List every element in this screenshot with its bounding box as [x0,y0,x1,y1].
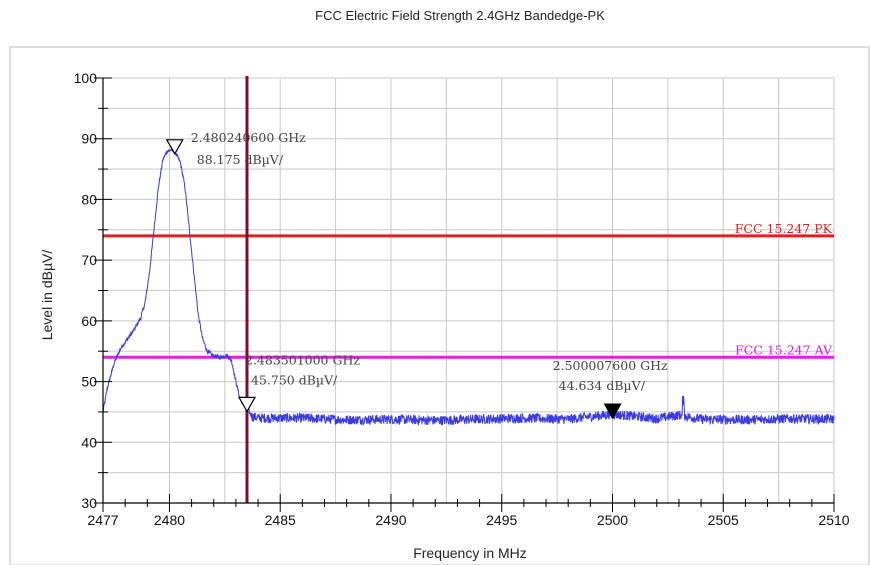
x-tick-label: 2477 [87,512,118,528]
x-tick-label: 2480 [154,512,185,528]
series-line [102,147,835,427]
x-tick-label: 2490 [375,512,406,528]
y-tick-label: 30 [81,495,97,511]
limit-label: FCC 15.247 AV [735,342,833,357]
marker-triangle [603,403,622,420]
y-tick-label: 60 [81,313,97,329]
marker-level-label: 88.175 dBµV/ [197,152,284,167]
y-tick-label: 80 [81,191,97,207]
x-tick-label: 2510 [818,512,849,528]
y-axis-label: Level in dBµV/ [39,250,55,341]
y-tick-label: 70 [81,252,97,268]
marker-frequency-label: 2.480240600 GHz [191,130,306,145]
x-tick-label: 2495 [486,512,517,528]
markers: 2.480240600 GHz 88.175 dBµV/2.483501000 G… [165,130,668,420]
marker-level-label: 45.750 dBµV/ [251,372,338,387]
marker-triangle [165,139,184,156]
limit-label: FCC 15.247 PK [735,221,833,236]
marker-triangle [237,396,257,413]
x-tick-label: 2485 [265,512,296,528]
marker-level-label: 44.634 dBµV/ [559,378,646,393]
y-tick-label: 50 [81,374,97,390]
grid [103,77,835,504]
marker-frequency-label: 2.483501000 GHz [245,352,360,367]
chart-title: FCC Electric Field Strength 2.4GHz Bande… [315,8,605,23]
x-axis-label: Frequency in MHz [413,545,527,561]
chart-frame [9,46,870,565]
tick-labels: 30 40 50 60 70 80 90 100 2477 2480 2485 2490 2495 250… [74,70,850,528]
y-tick-label: 40 [81,434,97,450]
y-tick-label: 100 [74,70,98,86]
marker-frequency-label: 2.500007600 GHz [553,358,668,373]
x-tick-label: 2505 [708,512,739,528]
axes [94,77,835,512]
x-tick-label: 2500 [597,512,628,528]
y-tick-label: 90 [81,131,97,147]
limit-lines: FCC 15.247 PK FCC 15.247 AV [103,221,834,359]
